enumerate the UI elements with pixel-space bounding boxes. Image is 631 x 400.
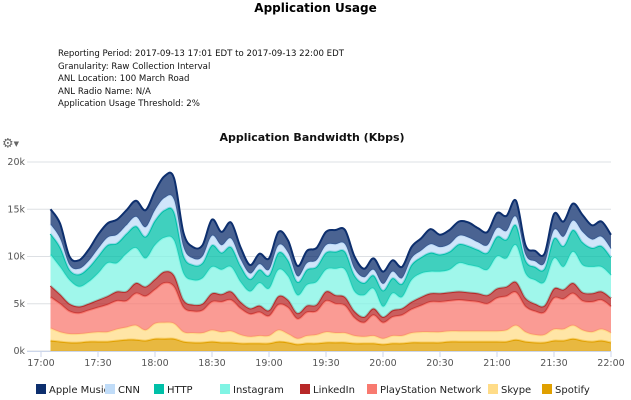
y-tick-label: 15k (7, 204, 25, 215)
reporting-period: Reporting Period: 2017-09-13 17:01 EDT t… (58, 49, 344, 59)
legend-swatch (300, 384, 310, 394)
legend-item-cnn[interactable]: CNN (105, 384, 140, 396)
x-tick-label: 19:00 (255, 358, 282, 369)
x-tick-label: 20:30 (426, 358, 453, 369)
legend-item-skype[interactable]: Skype (488, 384, 531, 396)
line-apple-music (49, 171, 612, 273)
x-tick-label: 21:00 (483, 358, 510, 369)
legend-item-apple-music[interactable]: Apple Music (36, 384, 109, 396)
legend-swatch (367, 384, 377, 394)
legend-label: HTTP (167, 385, 193, 396)
granularity: Granularity: Raw Collection Interval (58, 61, 211, 72)
legend-swatch (220, 384, 230, 394)
chevron-down-icon: ▼ (13, 140, 20, 148)
area-linkedin[interactable] (50, 271, 612, 323)
legend-label: Instagram (233, 385, 284, 396)
area-skype[interactable] (50, 322, 612, 345)
anl-radio-name: ANL Radio Name: N/A (58, 86, 151, 97)
legend-item-linkedin[interactable]: LinkedIn (300, 384, 355, 396)
legend-swatch (488, 384, 498, 394)
report-title: Application Usage (254, 1, 377, 15)
legend-label: CNN (118, 385, 140, 396)
legend-swatch (154, 384, 164, 394)
y-tick-label: 0k (13, 346, 25, 357)
chart-options-button[interactable]: ⚙▼ (2, 136, 26, 152)
x-tick-label: 18:30 (198, 358, 225, 369)
x-tick-label: 22:00 (597, 358, 624, 369)
area-playstation-network[interactable] (50, 282, 612, 339)
legend-item-http[interactable]: HTTP (154, 384, 193, 396)
report-metadata: Reporting Period: 2017-09-13 17:01 EDT t… (58, 48, 344, 111)
x-tick-label: 18:00 (141, 358, 168, 369)
legend-label: Spotify (555, 385, 590, 396)
legend-swatch (36, 384, 46, 394)
x-tick-label: 20:00 (369, 358, 396, 369)
legend-label: Skype (501, 385, 531, 396)
area-http[interactable] (50, 207, 612, 307)
legend-swatch (105, 384, 115, 394)
y-tick-label: 5k (13, 299, 25, 310)
area-apple-music[interactable] (50, 172, 612, 284)
y-tick-label: 20k (7, 157, 25, 168)
x-tick-label: 19:30 (312, 358, 339, 369)
legend-item-playstation-network[interactable]: PlayStation Network (367, 384, 482, 396)
legend-item-instagram[interactable]: Instagram (220, 384, 284, 396)
x-tick-label: 21:30 (540, 358, 567, 369)
x-tick-label: 17:00 (27, 358, 54, 369)
y-tick-label: 10k (7, 252, 25, 263)
gear-icon: ⚙ (2, 136, 14, 152)
usage-threshold: Application Usage Threshold: 2% (58, 99, 200, 109)
x-tick-label: 17:30 (84, 358, 111, 369)
anl-location: ANL Location: 100 March Road (58, 74, 190, 84)
chart-title: Application Bandwidth (Kbps) (219, 131, 404, 144)
legend-label: Apple Music (49, 385, 109, 396)
legend-swatch (542, 384, 552, 394)
legend-label: LinkedIn (313, 385, 355, 396)
legend-item-spotify[interactable]: Spotify (542, 384, 590, 396)
area-instagram[interactable] (50, 236, 612, 318)
legend-label: PlayStation Network (380, 385, 482, 396)
